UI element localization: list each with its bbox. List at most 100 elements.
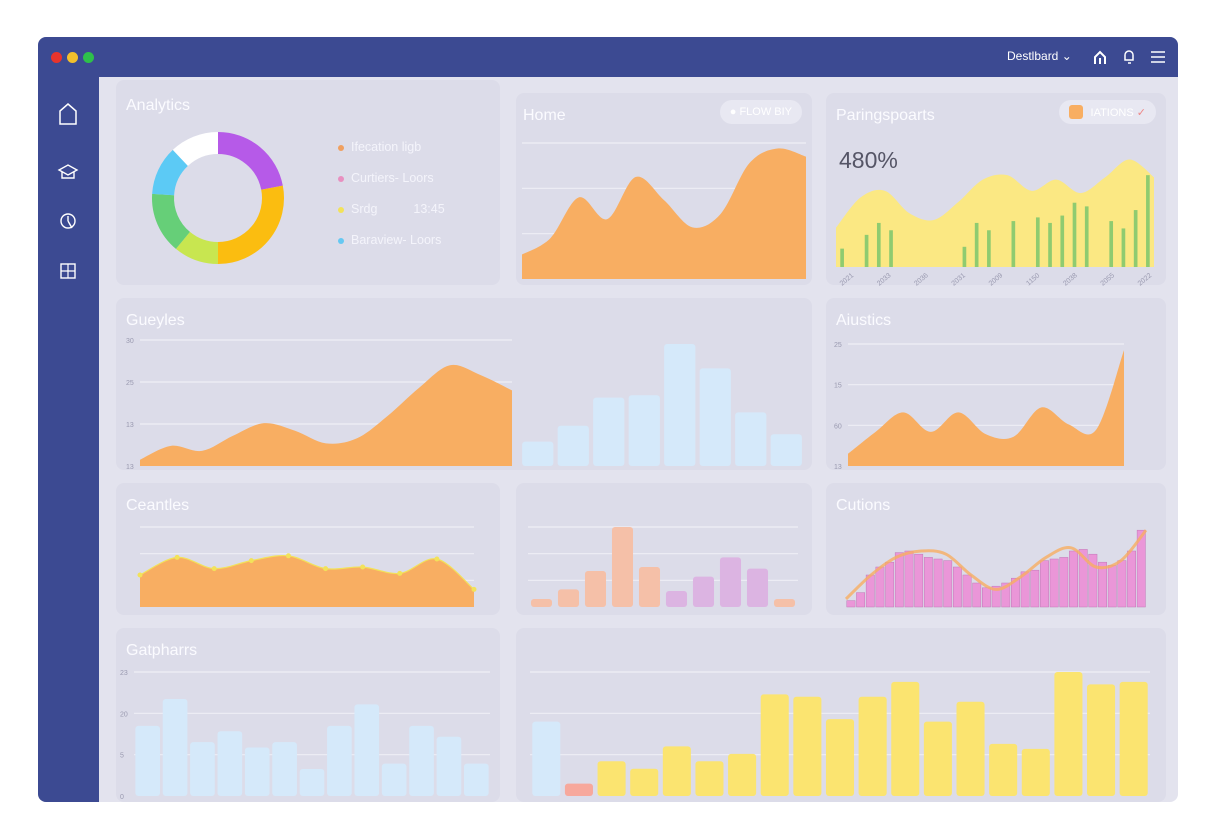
bar xyxy=(1049,558,1059,608)
kpi-value: 480% xyxy=(839,147,898,173)
y-tick-label: 23 xyxy=(120,670,128,677)
bar xyxy=(825,719,855,796)
bar xyxy=(522,441,554,466)
bar xyxy=(530,599,553,607)
bar xyxy=(628,395,660,466)
legend-value: 13:45 xyxy=(413,202,445,216)
data-point xyxy=(248,558,254,564)
legend-swatch xyxy=(338,237,344,244)
bar xyxy=(1001,582,1011,608)
bar xyxy=(1098,561,1107,608)
close-dot[interactable] xyxy=(51,52,62,63)
users-icon[interactable] xyxy=(1092,49,1108,65)
bell-icon[interactable] xyxy=(1122,49,1136,65)
card-title: Analytics xyxy=(126,97,191,114)
paringspoarts-chart: 2021 2033 2036 2031 2009 1150 2038 2055 2022 xyxy=(836,159,1154,288)
bar xyxy=(244,747,270,796)
gueyles-bar-chart xyxy=(522,344,802,466)
bar xyxy=(1133,210,1138,267)
bar xyxy=(630,768,659,796)
bar xyxy=(1119,681,1148,796)
y-tick-label: 13 xyxy=(126,422,134,429)
bar xyxy=(943,560,953,608)
flow-badge-button[interactable]: ● FLOW BIY xyxy=(719,100,802,124)
bar xyxy=(217,731,243,796)
card-title: Paringspoarts xyxy=(836,107,935,124)
x-tick-label: 1150 xyxy=(1025,272,1041,287)
bar xyxy=(956,701,985,796)
maximize-dot[interactable] xyxy=(83,52,94,63)
bar xyxy=(746,568,769,607)
bar xyxy=(1078,549,1088,608)
data-point xyxy=(397,570,403,576)
donut-slice xyxy=(172,132,219,167)
bar xyxy=(858,696,887,796)
bar xyxy=(923,721,952,796)
dashboard-menu[interactable]: Destlbard ⌄ xyxy=(1007,49,1072,63)
bar xyxy=(1127,550,1136,608)
legend-label: Curtiers- Loors xyxy=(351,171,434,185)
bar xyxy=(904,550,914,608)
bar xyxy=(593,397,625,466)
data-point xyxy=(323,566,329,572)
hamburger-menu-icon[interactable] xyxy=(1151,51,1165,63)
x-tick-label: 2022 xyxy=(1137,272,1154,287)
y-tick-label: 13 xyxy=(126,464,134,471)
timer-icon[interactable] xyxy=(56,209,80,233)
bar xyxy=(864,234,869,267)
y-tick-label: 20 xyxy=(120,711,128,718)
y-tick-label: 30 xyxy=(126,338,134,345)
minimize-dot[interactable] xyxy=(67,52,78,63)
area-line xyxy=(844,529,1148,601)
bar xyxy=(1121,228,1126,267)
bar xyxy=(1059,557,1069,608)
legend-swatch xyxy=(338,206,344,213)
data-point xyxy=(137,572,143,578)
bar xyxy=(974,222,979,267)
donut-slice xyxy=(217,132,283,191)
y-tick-label: 25 xyxy=(126,380,134,387)
bar xyxy=(923,557,933,608)
bar xyxy=(299,769,325,796)
y-tick-label: 13 xyxy=(834,464,842,471)
data-point xyxy=(360,564,366,570)
y-tick-label: 5 xyxy=(120,753,124,760)
bar xyxy=(584,571,607,607)
bar xyxy=(856,592,866,608)
bar xyxy=(699,368,731,466)
x-tick-label: 2009 xyxy=(988,272,1005,287)
legend-item: Srdg 13:45 xyxy=(338,202,445,216)
legend-label: Srdg xyxy=(351,202,378,216)
area-fill xyxy=(140,555,474,607)
bar xyxy=(982,587,991,608)
sidebar xyxy=(38,77,99,802)
book-icon[interactable] xyxy=(56,259,80,283)
check-icon: ✓ xyxy=(1136,107,1146,119)
bar xyxy=(891,681,920,796)
y-tick-label: 0 xyxy=(120,794,124,801)
bar xyxy=(1084,206,1089,267)
bar xyxy=(987,230,991,267)
bar xyxy=(162,698,188,796)
iations-badge-button[interactable]: IATIONS ✓ xyxy=(1058,100,1156,124)
home-icon[interactable] xyxy=(56,102,80,126)
bar xyxy=(933,558,943,608)
data-point xyxy=(471,586,477,592)
bar xyxy=(875,566,885,608)
bar xyxy=(665,591,688,607)
school-icon[interactable] xyxy=(56,160,80,184)
bar xyxy=(463,763,489,796)
bar xyxy=(991,585,1001,608)
chevron-down-icon: ⌄ xyxy=(1061,49,1072,63)
bar xyxy=(735,412,767,466)
big-bar-chart-card xyxy=(516,628,1166,802)
gatpharrs-card: Gatpharrs 23 20 5 0 xyxy=(116,628,500,802)
bar xyxy=(972,582,982,608)
bar xyxy=(1109,221,1114,267)
x-tick-label: 2055 xyxy=(1100,272,1117,287)
bar xyxy=(962,574,972,608)
app-window: Destlbard ⌄ Analytics Ifecation ligb Cur… xyxy=(38,37,1178,802)
bar xyxy=(1040,560,1049,608)
bar xyxy=(664,344,696,466)
gueyles-area-chart: 30 25 13 13 xyxy=(126,338,512,471)
